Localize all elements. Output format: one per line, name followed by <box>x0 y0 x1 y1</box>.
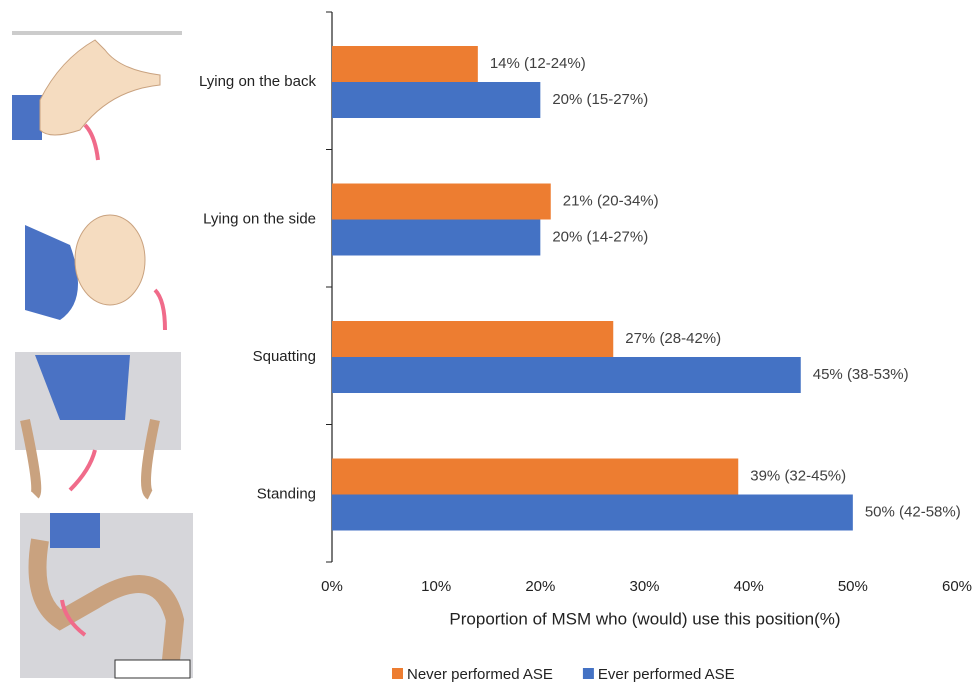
value-label: 21% (20-34%) <box>563 192 659 209</box>
bar <box>332 458 739 495</box>
legend-label: Never performed ASE <box>407 666 553 683</box>
bar <box>332 183 551 220</box>
value-label: 45% (38-53%) <box>813 366 909 383</box>
value-label: 20% (15-27%) <box>552 91 648 108</box>
x-tick-label: 40% <box>734 578 764 595</box>
x-axis-title: Proportion of MSM who (would) use this p… <box>449 609 840 628</box>
value-label: 39% (32-45%) <box>750 467 846 484</box>
value-label: 20% (14-27%) <box>552 228 648 245</box>
bar <box>332 219 541 256</box>
illustrations <box>12 31 193 679</box>
x-tick-label: 20% <box>525 578 555 595</box>
legend-swatch <box>392 668 403 679</box>
value-label: 50% (42-58%) <box>865 503 961 520</box>
y-tick-label: Lying on the side <box>203 210 316 227</box>
x-tick-label: 0% <box>321 578 343 595</box>
x-tick-label: 50% <box>838 578 868 595</box>
y-tick-label: Squatting <box>253 348 316 365</box>
y-tick-label: Lying on the back <box>199 73 317 90</box>
value-label: 14% (12-24%) <box>490 55 586 72</box>
y-tick-label: Standing <box>257 485 316 502</box>
value-label: 27% (28-42%) <box>625 330 721 347</box>
legend-label: Ever performed ASE <box>598 666 735 683</box>
legend-swatch <box>582 668 594 679</box>
bar <box>332 46 478 82</box>
bar <box>332 494 853 531</box>
bar <box>332 321 614 357</box>
bar <box>332 357 801 393</box>
x-tick-label: 10% <box>421 578 451 595</box>
x-tick-label: 60% <box>942 578 972 595</box>
x-tick-label: 30% <box>629 578 659 595</box>
bar <box>332 82 541 118</box>
